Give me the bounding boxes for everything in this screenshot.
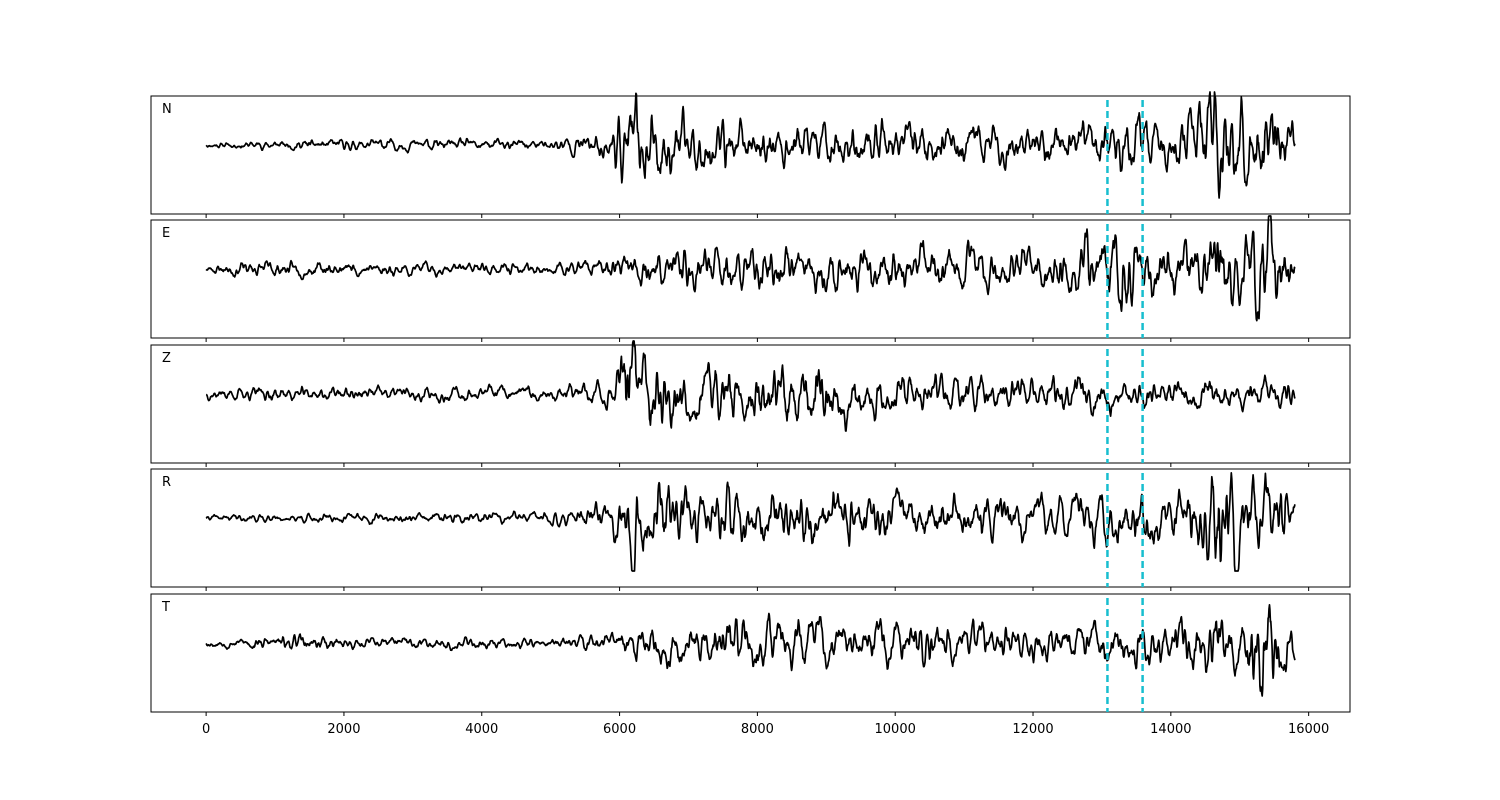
x-tick-label: 10000 xyxy=(875,722,916,737)
x-tick-label: 12000 xyxy=(1012,722,1053,737)
panel-frame xyxy=(150,344,1351,464)
panels-group: N E Z R T xyxy=(150,91,1351,716)
x-tick-label: 14000 xyxy=(1150,722,1191,737)
panel-e: E xyxy=(150,215,1351,342)
x-axis: 0 2000 4000 6000 8000 10000 12000 14000 16000 xyxy=(202,722,1329,737)
panel-label: T xyxy=(161,600,170,615)
x-tick-label: 4000 xyxy=(465,722,498,737)
x-tick-label: 16000 xyxy=(1288,722,1329,737)
panel-n: N xyxy=(150,91,1351,218)
trace-r xyxy=(205,472,1296,572)
panel-frame xyxy=(150,95,1351,215)
panel-frame xyxy=(150,468,1351,588)
panel-label: Z xyxy=(162,351,171,366)
panel-frame xyxy=(150,219,1351,339)
x-tick-label: 8000 xyxy=(741,722,774,737)
panel-t: T xyxy=(150,593,1351,716)
panel-label: R xyxy=(162,475,171,490)
panel-label: E xyxy=(162,226,170,241)
panel-label: N xyxy=(162,102,172,117)
x-tick-label: 2000 xyxy=(327,722,360,737)
panel-z: Z xyxy=(150,340,1351,467)
trace-z xyxy=(205,340,1296,432)
panel-r: R xyxy=(150,468,1351,591)
panel-frame xyxy=(150,593,1351,713)
trace-n xyxy=(205,91,1296,199)
trace-t xyxy=(205,604,1296,697)
x-tick-label: 0 xyxy=(202,722,210,737)
x-tick-label: 6000 xyxy=(603,722,636,737)
trace-e xyxy=(205,215,1296,322)
